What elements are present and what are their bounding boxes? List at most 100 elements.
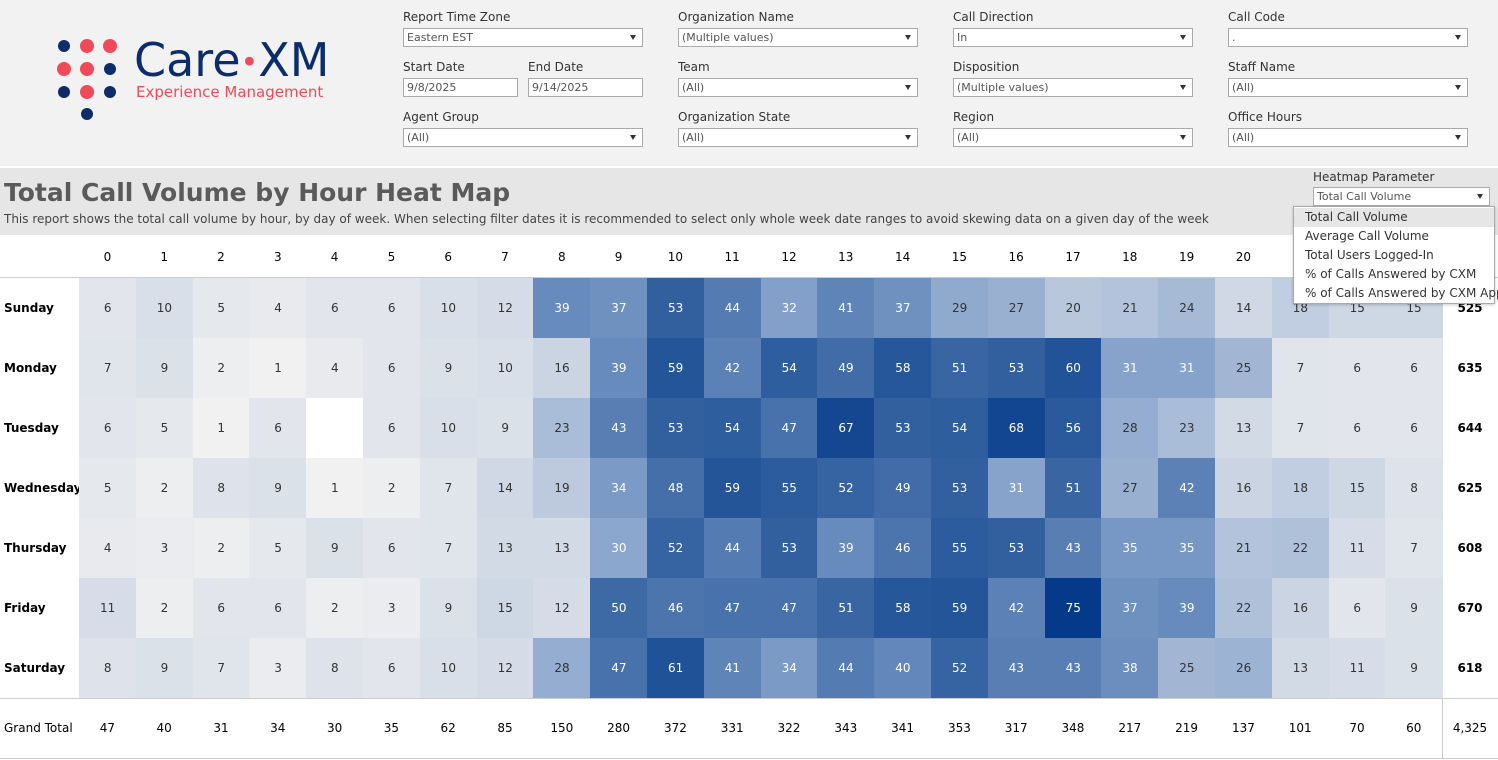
heatmap-cell: 2	[192, 338, 250, 398]
grand-total-cell: 317	[1004, 721, 1028, 735]
heatmap-cell: 41	[703, 638, 762, 698]
heatmap-cell: 39	[590, 338, 648, 398]
row-total: 670	[1457, 601, 1483, 615]
heatmap-cell: 44	[703, 518, 762, 578]
filter-dropdown[interactable]: (All)	[953, 128, 1193, 147]
heatmap-cell: 9	[306, 518, 364, 578]
heatmap-cell: 53	[987, 518, 1046, 578]
parameter-option[interactable]: % of Calls Answered by CXM App	[1305, 286, 1498, 300]
heatmap-cell: 24	[1158, 278, 1216, 338]
grand-total-cell: 60	[1406, 721, 1422, 735]
heatmap-cell: 53	[647, 398, 705, 458]
parameter-option[interactable]: % of Calls Answered by CXM	[1305, 267, 1477, 281]
heatmap-cell: 11	[1328, 518, 1386, 578]
heatmap-cell: 39	[1158, 578, 1216, 638]
heatmap-cell: 13	[1215, 398, 1273, 458]
heatmap-cell: 9	[249, 458, 307, 518]
filter-dropdown[interactable]: (All)	[1228, 128, 1468, 147]
hour-header: 19	[1178, 250, 1195, 264]
heatmap-cell: 55	[760, 458, 818, 518]
heatmap-cell: 47	[703, 578, 762, 638]
date-input[interactable]: 9/8/2025	[403, 78, 518, 97]
date-input[interactable]: 9/14/2025	[528, 78, 643, 97]
hour-header: 11	[724, 250, 740, 264]
parameter-option[interactable]: Total Users Logged-In	[1305, 248, 1434, 262]
heatmap-cell: 59	[703, 458, 762, 518]
heatmap-cell: 10	[476, 338, 534, 398]
heatmap-cell: 7	[192, 638, 250, 698]
filter-dropdown[interactable]: (All)	[678, 128, 918, 147]
heatmap-cell: 39	[817, 518, 875, 578]
hour-header: 14	[894, 250, 911, 264]
filter-dropdown[interactable]: (All)	[678, 78, 918, 97]
heatmap-cell: 2	[192, 518, 250, 578]
filter-dropdown[interactable]: (All)	[403, 128, 643, 147]
hour-header: 20	[1235, 250, 1252, 264]
heatmap-cell: 12	[476, 278, 534, 338]
heatmap-cell: 13	[476, 518, 534, 578]
heatmap-cell: 43	[1044, 518, 1102, 578]
parameter-dropdown[interactable]: Total Call Volume	[1313, 187, 1490, 206]
filter-label: Call Code	[1228, 10, 1285, 24]
heatmap-cell: 27	[987, 278, 1046, 338]
parameter-option[interactable]: Average Call Volume	[1305, 229, 1429, 243]
heatmap-cell: 6	[1385, 338, 1443, 398]
parameter-option[interactable]: Total Call Volume	[1294, 208, 1494, 227]
heatmap-cell: 34	[760, 638, 818, 698]
heatmap-cell: 55	[931, 518, 989, 578]
grand-total-cell: 372	[663, 721, 687, 735]
dropdown-arrow	[1455, 85, 1461, 90]
heatmap-cell: 51	[1044, 458, 1102, 518]
filter-label: End Date	[528, 60, 584, 74]
hour-header: 2	[217, 250, 225, 264]
heatmap-cell: 8	[192, 458, 250, 518]
heatmap-cell: 8	[79, 638, 137, 698]
heatmap-cell: 2	[306, 578, 364, 638]
filter-dropdown[interactable]: .	[1228, 28, 1468, 47]
heatmap-cell: 7	[419, 518, 478, 578]
filter-label: Report Time Zone	[403, 10, 511, 24]
grand-total-cell: 40	[156, 721, 172, 735]
dropdown-arrow	[630, 35, 636, 40]
row-total: 618	[1457, 661, 1483, 675]
heatmap-cell: 58	[874, 578, 932, 638]
heatmap-cell: 50	[590, 578, 648, 638]
day-label: Friday	[4, 601, 46, 615]
heatmap-cell: 6	[192, 578, 250, 638]
heatmap-cell: 47	[590, 638, 648, 698]
heatmap-cell: 1	[249, 338, 307, 398]
heatmap-cell: 5	[135, 398, 194, 458]
grand-total-cell: 343	[834, 721, 858, 735]
filter-dropdown[interactable]: (Multiple values)	[953, 78, 1193, 97]
filter-dropdown[interactable]: Eastern EST	[403, 28, 643, 47]
logo-brand-suffix: XM	[258, 33, 330, 87]
logo-dots	[57, 39, 117, 120]
hour-header: 8	[557, 250, 566, 264]
heatmap-cell: 41	[817, 278, 875, 338]
heatmap-cell: 59	[647, 338, 705, 398]
heatmap-cell: 14	[1215, 278, 1273, 338]
separator	[0, 698, 1498, 699]
heatmap-cell: 15	[476, 578, 534, 638]
filter-dropdown[interactable]: In	[953, 28, 1193, 47]
heatmap-cell: 6	[249, 398, 307, 458]
heatmap-cell: 75	[1044, 578, 1102, 638]
hour-header: 15	[951, 250, 968, 264]
heatmap-cell: 4	[306, 338, 364, 398]
heatmap-cell: 9	[135, 338, 194, 398]
dropdown-arrow	[1180, 85, 1186, 90]
heatmap-cell: 4	[249, 278, 307, 338]
heatmap-cell: 9	[419, 338, 478, 398]
grand-total-cell: 322	[777, 721, 801, 735]
heatmap-cell: 3	[363, 578, 421, 638]
heatmap-cell: 6	[363, 278, 421, 338]
filter-dropdown[interactable]: (All)	[1228, 78, 1468, 97]
logo-brand: Care	[134, 33, 241, 87]
filter-dropdown[interactable]: (Multiple values)	[678, 28, 918, 47]
heatmap-cell: 5	[249, 518, 307, 578]
heatmap-cell: 7	[1385, 518, 1443, 578]
grand-total-cell: 137	[1231, 721, 1255, 735]
heatmap-cell: 56	[1044, 398, 1102, 458]
heatmap-cell: 4	[79, 518, 137, 578]
heatmap-cell: 6	[79, 278, 137, 338]
